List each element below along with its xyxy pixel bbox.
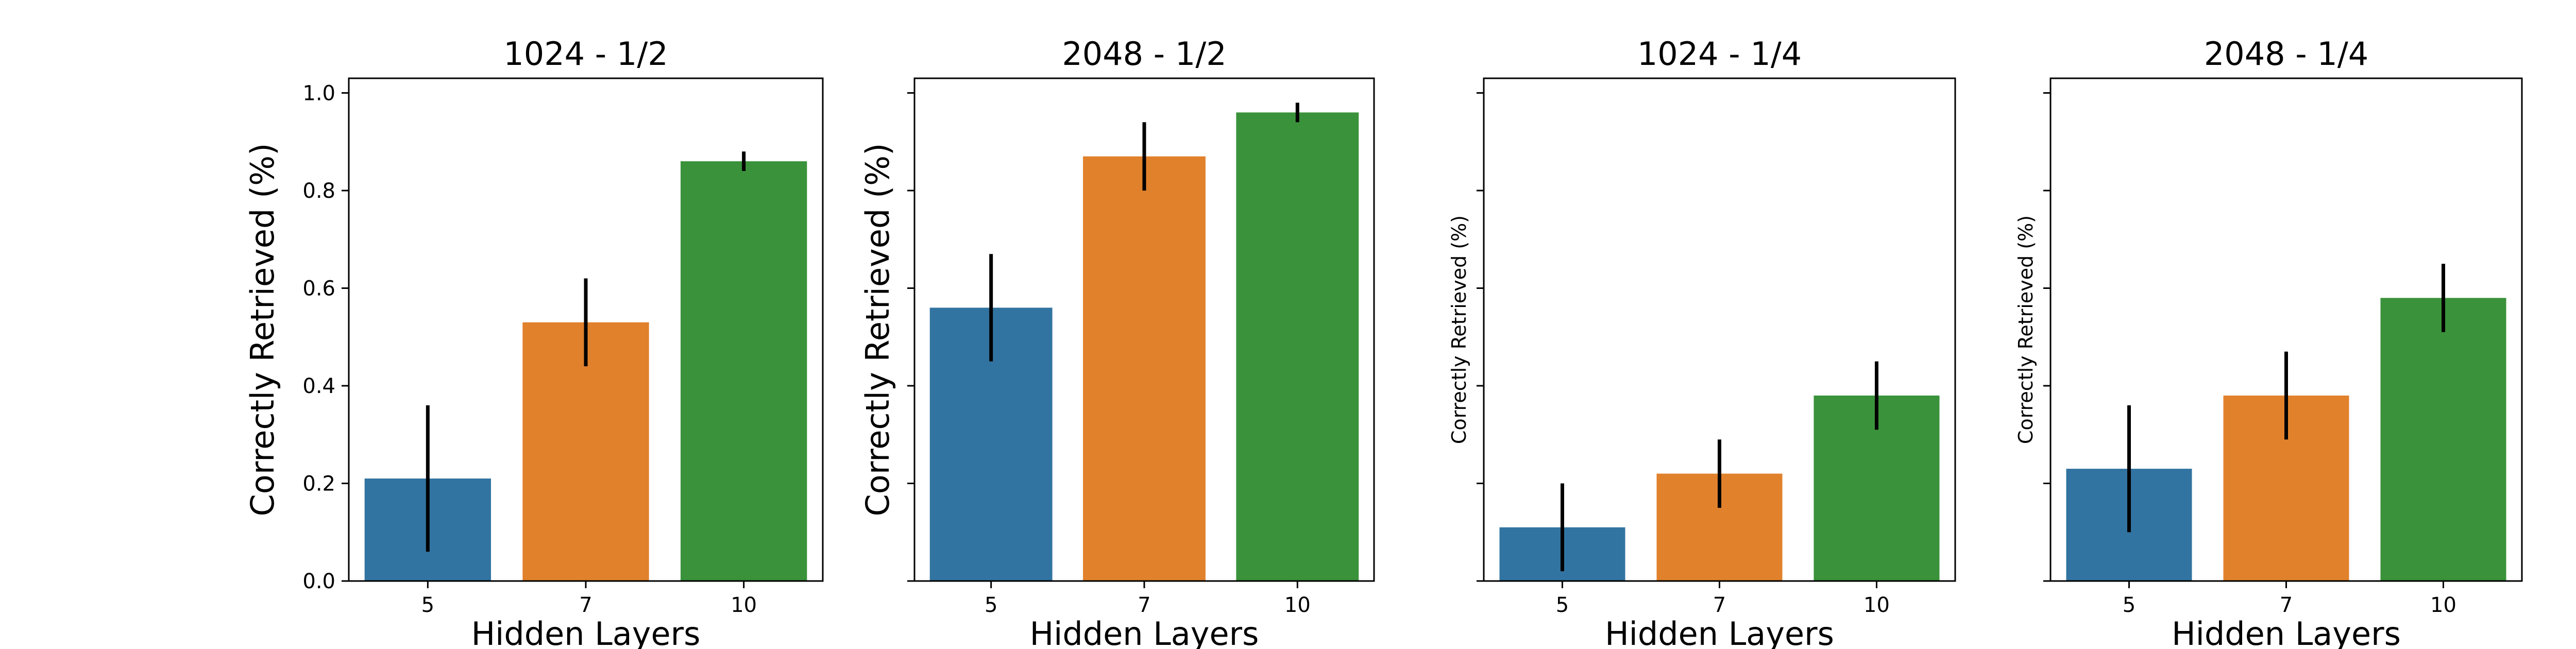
- x-tick-label: 7: [1138, 593, 1150, 617]
- chart-title: 2048 - 1/2: [1062, 35, 1226, 73]
- chart-title: 1024 - 1/2: [503, 35, 668, 73]
- y-axis-label: Correctly Retrieved (%): [1448, 215, 1470, 444]
- y-tick-label: 0.2: [302, 472, 335, 496]
- y-tick-label: 1.0: [302, 81, 335, 105]
- x-tick-label: 5: [985, 593, 997, 617]
- x-tick-label: 10: [1863, 593, 1890, 617]
- x-axis-label: Hidden Layers: [1605, 615, 1834, 649]
- x-tick-label: 7: [2280, 593, 2293, 617]
- chart-panel: 5 7 10 1024 - 1/4 Hidden Layers Correctly Ret…: [1448, 35, 1956, 649]
- x-tick-label: 10: [2430, 593, 2456, 617]
- chart-panel: 0.0 0.2 0.4 0.6 0.8 1.0 5 7 10 1024 - 1/2 Hidden L…: [244, 35, 824, 649]
- chart-panel: 5 7 10 2048 - 1/4 Hidden Layers Correctly Ret…: [2014, 35, 2523, 649]
- chart-title: 1024 - 1/4: [1637, 35, 1802, 73]
- chart-title: 2048 - 1/4: [2204, 35, 2368, 73]
- y-axis-label: Correctly Retrieved (%): [244, 143, 281, 517]
- y-tick-label: 0.6: [302, 277, 335, 300]
- y-tick-label: 0.8: [302, 179, 335, 203]
- bar: [1236, 112, 1359, 582]
- y-axis-label: Correctly Retrieved (%): [859, 143, 896, 517]
- x-tick-label: 5: [2123, 593, 2136, 617]
- x-tick-label: 10: [731, 593, 757, 617]
- x-axis-label: Hidden Layers: [1030, 615, 1259, 649]
- x-tick-label: 7: [1713, 593, 1726, 617]
- bar: [2380, 298, 2506, 581]
- x-tick-label: 7: [579, 593, 592, 617]
- y-axis-label: Correctly Retrieved (%): [2014, 215, 2037, 444]
- bar: [1083, 156, 1206, 581]
- x-axis-label: Hidden Layers: [2172, 615, 2401, 649]
- x-tick-label: 10: [1284, 593, 1311, 617]
- x-axis-label: Hidden Layers: [471, 615, 701, 649]
- chart-panel: 5 7 10 2048 - 1/2 Hidden Layers Correctly Ret…: [859, 35, 1375, 649]
- x-tick-label: 5: [1556, 593, 1569, 617]
- y-tick-label: 0.0: [302, 570, 335, 593]
- bar: [681, 161, 807, 581]
- x-tick-label: 5: [421, 593, 434, 617]
- y-tick-label: 0.4: [302, 374, 335, 398]
